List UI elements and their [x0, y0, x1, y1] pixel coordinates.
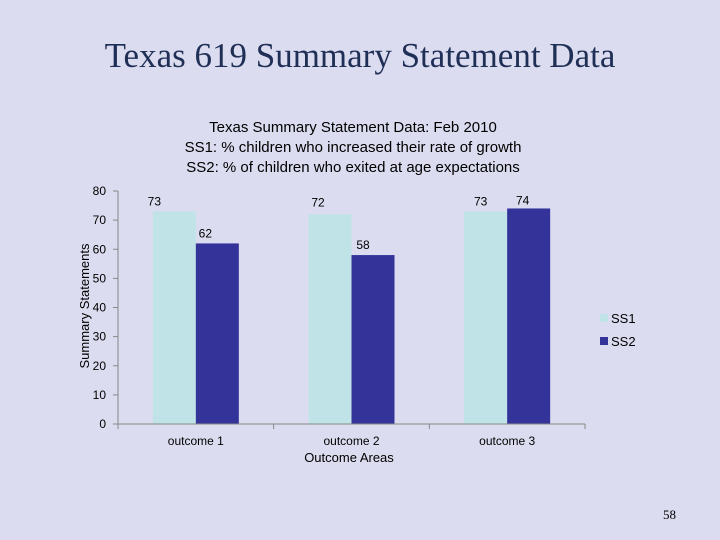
bars — [152, 208, 551, 424]
y-tick-label: 10 — [93, 388, 107, 402]
legend-label-ss2: SS2 — [611, 334, 636, 349]
bar-ss1 — [152, 211, 196, 424]
y-tick-label: 20 — [93, 359, 107, 373]
y-axis: 0 10 20 30 40 50 60 70 80 — [93, 184, 119, 431]
legend-label-ss1: SS1 — [611, 311, 636, 326]
data-label: 72 — [311, 195, 325, 209]
y-tick-label: 40 — [93, 301, 107, 315]
y-tick-label: 50 — [93, 271, 107, 285]
y-tick-label: 70 — [93, 213, 107, 227]
chart-title: Texas Summary Statement Data: Feb 2010 S… — [185, 119, 522, 176]
y-tick-label: 0 — [99, 417, 106, 431]
data-label: 73 — [148, 194, 162, 208]
chart-title-line: Texas Summary Statement Data: Feb 2010 — [209, 119, 497, 136]
data-label: 73 — [474, 194, 488, 208]
x-tick-label: outcome 1 — [168, 434, 224, 448]
bar-ss2 — [351, 255, 395, 424]
x-tick-label: outcome 3 — [479, 434, 535, 448]
slide-title: Texas 619 Summary Statement Data — [104, 36, 616, 75]
legend: SS1 SS2 — [600, 311, 636, 349]
y-tick-label: 80 — [93, 184, 107, 198]
chart-subtitle-line-2: SS2: % of children who exited at age exp… — [186, 159, 520, 176]
y-tick-label: 30 — [93, 330, 107, 344]
x-axis-title: Outcome Areas — [304, 450, 394, 465]
data-label: 62 — [199, 226, 213, 240]
data-label: 74 — [516, 193, 530, 207]
x-tick-label: outcome 2 — [323, 434, 379, 448]
chart-subtitle-line-1: SS1: % children who increased their rate… — [185, 139, 522, 156]
y-axis-title: Summary Statements — [77, 243, 92, 368]
bar-ss2 — [195, 243, 239, 424]
data-labels: 73 62 72 58 73 74 — [148, 193, 530, 252]
bar-ss2 — [507, 208, 551, 424]
x-axis: outcome 1 outcome 2 outcome 3 — [117, 423, 586, 448]
y-tick-label: 60 — [93, 242, 107, 256]
bar-ss1 — [308, 214, 352, 424]
data-label: 58 — [356, 238, 370, 252]
bar-ss1 — [464, 211, 508, 424]
page-number: 58 — [663, 507, 676, 522]
legend-swatch-ss1 — [600, 314, 608, 322]
legend-swatch-ss2 — [600, 337, 608, 345]
